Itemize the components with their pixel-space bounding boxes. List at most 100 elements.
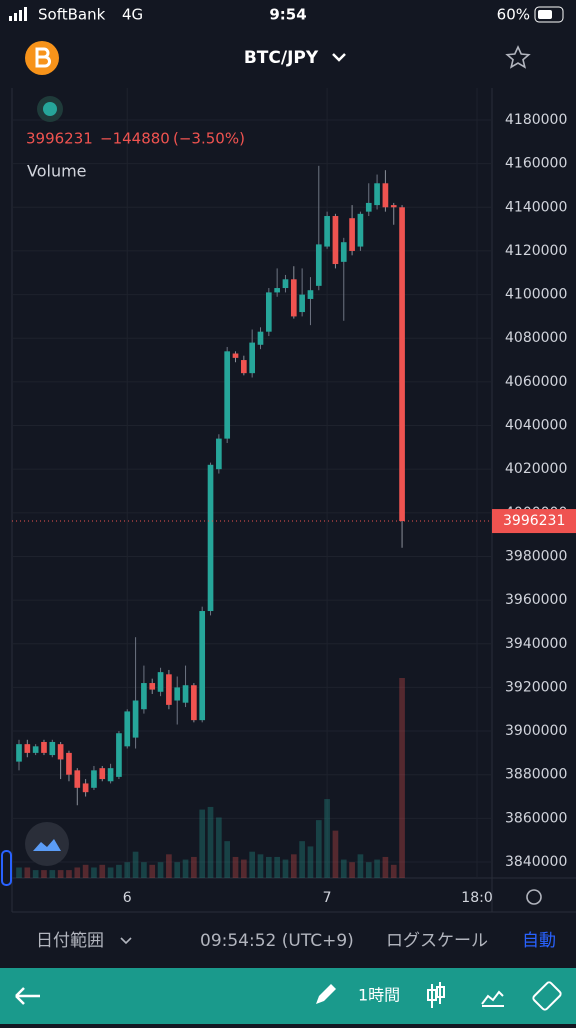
candle-body [174, 687, 181, 701]
dropdown-arrow[interactable] [332, 53, 346, 62]
candle-body [365, 202, 372, 212]
volume-bar [382, 856, 389, 878]
volume-bar [332, 830, 339, 878]
y-tick-label: 3900000 [505, 723, 567, 739]
volume-bar [149, 864, 156, 878]
candle-body [57, 744, 64, 760]
volume-bar [207, 806, 214, 878]
rotate-button[interactable] [532, 981, 562, 1011]
x-tick-label: 6 [123, 890, 132, 906]
clock-utc[interactable]: 09:54:52 (UTC+9) [200, 931, 354, 951]
y-tick-label: 3840000 [505, 854, 567, 870]
side-handle[interactable] [1, 850, 12, 886]
candle-body [149, 683, 156, 690]
candle-body [107, 768, 114, 782]
back-button[interactable] [15, 987, 40, 1005]
candle-body [332, 216, 339, 265]
candle-body [132, 700, 139, 738]
candle-body [290, 279, 297, 317]
candle-body [349, 218, 355, 251]
candle-body [382, 183, 389, 208]
favorite-star[interactable] [505, 45, 531, 69]
settings-icon[interactable] [526, 889, 542, 905]
candle-body [182, 685, 189, 703]
indicators-button[interactable] [481, 990, 504, 1007]
y-tick-label: 4080000 [505, 330, 567, 346]
y-tick-label: 4060000 [505, 374, 567, 390]
candle-body [91, 770, 97, 788]
y-tick-label: 4100000 [505, 287, 567, 303]
candle-body [282, 279, 289, 289]
log-scale[interactable]: ログスケール [386, 931, 488, 951]
candle-body [265, 292, 272, 332]
volume-bar [390, 864, 397, 878]
draw-button[interactable] [316, 984, 336, 1004]
candle-body [232, 353, 239, 358]
candle-body [340, 242, 347, 262]
candle-body [191, 685, 197, 721]
volume-bar [166, 854, 172, 878]
y-tick-label: 4160000 [505, 156, 567, 172]
status-dot [43, 102, 57, 116]
volume-bar [141, 862, 147, 878]
x-tick-label: 18:0 [461, 890, 492, 906]
volume-bar [124, 862, 131, 878]
volume-bar [290, 854, 297, 878]
candle-body [241, 360, 247, 374]
candle-body [274, 288, 280, 293]
candle-body [99, 768, 106, 780]
volume-bar [107, 867, 114, 878]
volume-bar [282, 859, 289, 878]
volume-bar [32, 870, 39, 878]
volume-bar [182, 859, 189, 878]
volume-bar [315, 820, 322, 878]
volume-bar [249, 851, 255, 878]
header: BTC/JPY [25, 41, 531, 75]
volume-bar [224, 841, 231, 878]
coin-symbol [35, 47, 51, 68]
candle-body [41, 741, 47, 753]
volume-bar [307, 846, 314, 878]
pair-title[interactable]: BTC/JPY [244, 48, 319, 68]
chart-type-button[interactable] [427, 982, 445, 1008]
volume-bar [299, 841, 305, 878]
candle-body [49, 741, 56, 756]
volume-bar [340, 859, 347, 878]
volume-bar [399, 678, 405, 878]
date-range[interactable]: 日付範囲 [36, 931, 104, 951]
volume-bar [241, 859, 247, 878]
interval-button[interactable]: 1時間 [358, 986, 400, 1005]
logo-button[interactable] [25, 822, 69, 866]
candle-body [324, 216, 330, 247]
candle-body [224, 351, 231, 439]
candle-body [207, 464, 214, 612]
volume-bar [91, 867, 97, 878]
battery-level [538, 10, 552, 19]
y-tick-label: 4120000 [505, 243, 567, 259]
volume-bar [374, 859, 380, 878]
bottom-bar: 日付範囲 09:54:52 (UTC+9) ログスケール 自動 [36, 931, 556, 951]
candle-body [390, 205, 397, 208]
volume-bar [357, 854, 364, 878]
volume-bar [265, 856, 272, 878]
signal-bar [14, 13, 17, 21]
candle-body [32, 746, 39, 753]
volume-bar [324, 799, 330, 878]
volume-bar [191, 856, 197, 878]
candle-body [357, 213, 364, 247]
network: 4G [122, 6, 143, 24]
x-tick-label: 7 [323, 890, 332, 906]
candle-body [299, 294, 305, 313]
volume-bar [24, 867, 31, 878]
candle-body [82, 783, 89, 793]
indicator-label[interactable]: Volume [27, 162, 87, 181]
candle-body [315, 244, 322, 286]
candle-body [116, 733, 122, 777]
y-tick-label: 3980000 [505, 548, 567, 564]
y-tick-label: 3960000 [505, 592, 567, 608]
candle-body [16, 744, 22, 762]
volume-bar [66, 870, 72, 878]
price-change-pct: (−3.50%) [173, 130, 245, 148]
volume-bar [57, 870, 64, 878]
auto-scale[interactable]: 自動 [522, 931, 556, 951]
